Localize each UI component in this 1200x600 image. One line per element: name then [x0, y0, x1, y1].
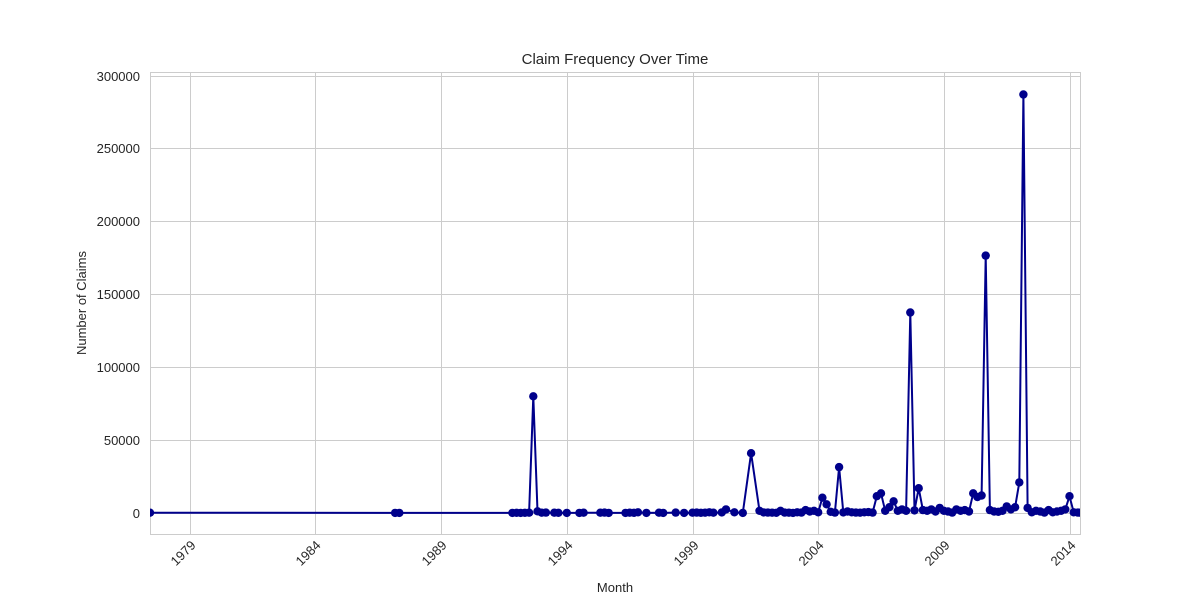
- data-point: [738, 508, 747, 518]
- data-point: [889, 497, 898, 506]
- data-point: [730, 508, 739, 517]
- data-point: [876, 489, 886, 498]
- data-point: [679, 508, 689, 518]
- data-point: [1061, 505, 1070, 514]
- data-point: [901, 506, 911, 515]
- data-point: [1075, 508, 1080, 517]
- y-axis-label: Number of Claims: [74, 250, 89, 355]
- data-point: [633, 508, 643, 517]
- data-point: [541, 508, 551, 517]
- data-point: [554, 508, 563, 517]
- data-point: [642, 508, 651, 518]
- data-point: [868, 508, 877, 517]
- data-point: [834, 462, 844, 472]
- plot-background: [150, 72, 1080, 534]
- chart-title: Claim Frequency Over Time: [522, 51, 709, 68]
- x-axis-label: Month: [597, 580, 633, 595]
- data-point: [671, 508, 680, 517]
- data-point: [964, 507, 974, 516]
- data-point: [830, 508, 840, 517]
- data-series: [150, 90, 1080, 518]
- series-group: [150, 90, 1080, 518]
- y-tick-label: 300000: [97, 69, 140, 84]
- data-point: [1065, 492, 1074, 501]
- grid-lines: [150, 72, 1080, 534]
- data-point: [906, 308, 915, 317]
- data-point: [885, 503, 894, 512]
- x-axis-ticks: 1979 1984 1989 1994 1999 2004 2009 2014: [168, 538, 1079, 569]
- data-point: [604, 508, 613, 518]
- data-point: [977, 491, 986, 500]
- data-point: [579, 508, 588, 517]
- x-tick-label: 2009: [922, 538, 953, 569]
- data-point: [981, 251, 990, 260]
- data-point: [818, 493, 827, 502]
- plot-frame: [150, 72, 1081, 535]
- data-point: [150, 508, 155, 517]
- x-tick-label: 1979: [168, 538, 199, 569]
- data-point: [914, 484, 923, 493]
- data-point: [709, 508, 718, 517]
- x-tick-label: 2014: [1048, 538, 1079, 569]
- data-point: [910, 506, 919, 515]
- data-point: [822, 500, 831, 509]
- data-point: [1010, 503, 1020, 512]
- data-point: [659, 508, 668, 518]
- y-axis-ticks: 0 50000 100000 150000 200000 250000 300000: [97, 69, 140, 521]
- data-point: [562, 508, 571, 518]
- x-tick-label: 1984: [293, 538, 324, 569]
- data-point: [524, 508, 534, 517]
- y-tick-label: 250000: [97, 141, 140, 156]
- x-tick-label: 2004: [796, 538, 827, 569]
- y-tick-label: 50000: [104, 433, 140, 448]
- data-point: [721, 505, 731, 514]
- data-point: [1015, 478, 1024, 487]
- data-point: [746, 449, 756, 458]
- y-tick-label: 150000: [97, 287, 140, 302]
- data-point: [814, 508, 823, 517]
- data-point: [395, 508, 404, 518]
- x-tick-label: 1989: [419, 538, 450, 569]
- x-tick-label: 1999: [671, 538, 702, 569]
- x-tick-label: 1994: [545, 538, 576, 569]
- y-tick-label: 100000: [97, 360, 140, 375]
- data-point: [1019, 90, 1028, 99]
- data-point: [529, 392, 538, 401]
- y-tick-label: 200000: [97, 214, 140, 229]
- y-tick-label: 0: [133, 506, 140, 521]
